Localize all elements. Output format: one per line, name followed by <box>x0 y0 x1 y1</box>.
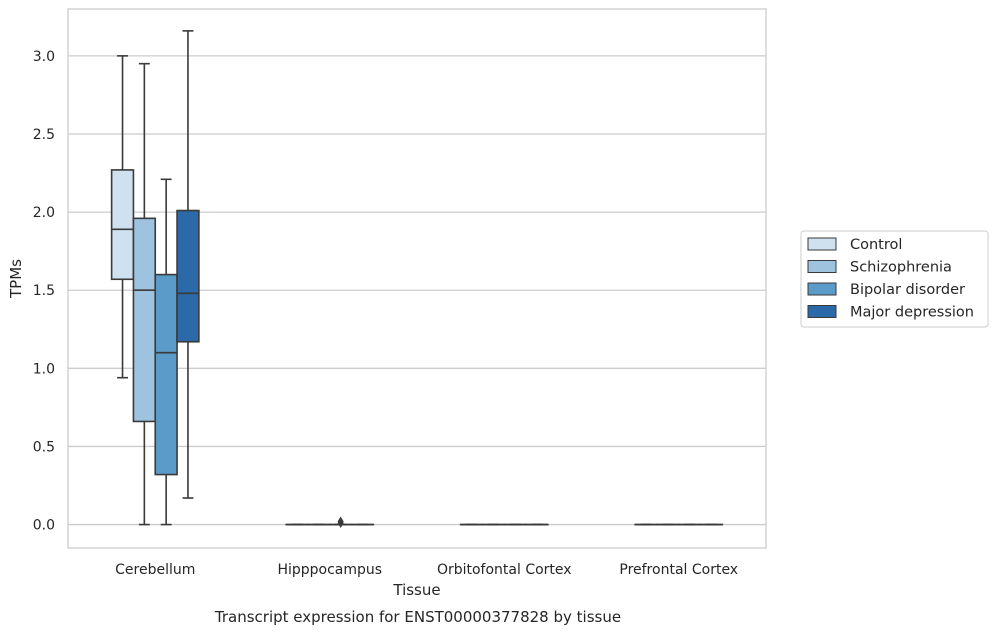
box-major-depression <box>176 30 200 499</box>
legend-swatch <box>807 237 837 251</box>
boxes <box>110 30 724 529</box>
legend: Control Schizophrenia Bipolar disorder Majo… <box>800 230 989 328</box>
iqr-box <box>176 209 200 343</box>
box-bipolar-disorder <box>154 178 178 526</box>
x-axis-ticks: Cerebellum Hipppocampus Orbitofontal Corte… <box>115 562 738 578</box>
legend-label: Schizophrenia <box>850 260 952 276</box>
iqr-box <box>132 217 157 423</box>
legend-swatch <box>807 305 837 318</box>
box-control <box>110 55 135 379</box>
y-tick-label: 3.0 <box>33 49 55 65</box>
x-tick-label: Hipppocampus <box>277 562 382 578</box>
iqr-box <box>110 169 135 281</box>
legend-label: Major depression <box>850 305 974 321</box>
y-axis-label: TPMs <box>7 259 25 299</box>
y-axis-ticks: 0.0 0.5 1.0 1.5 2.0 2.5 3.0 <box>33 49 55 534</box>
x-axis-label: Tissue <box>392 581 440 599</box>
y-tick-label: 1.5 <box>33 283 55 299</box>
legend-swatch <box>807 260 837 273</box>
y-tick-label: 1.0 <box>33 361 55 377</box>
box-schizophrenia <box>132 62 157 526</box>
y-tick-label: 0.5 <box>33 439 55 455</box>
y-tick-label: 2.0 <box>33 205 55 221</box>
plot-frame <box>67 8 767 549</box>
legend-frame <box>800 230 989 328</box>
legend-label: Bipolar disorder <box>850 282 965 298</box>
x-tick-label: Cerebellum <box>115 562 195 578</box>
y-tick-label: 0.0 <box>33 518 55 534</box>
iqr-box <box>154 273 178 476</box>
y-tick-label: 2.5 <box>33 127 55 143</box>
outlier-point <box>337 516 344 527</box>
legend-swatch <box>807 282 837 296</box>
chart-caption: Transcript expression for ENST0000037782… <box>214 608 621 626</box>
x-tick-label: Orbitofontal Cortex <box>437 562 572 578</box>
legend-label: Control <box>850 237 902 253</box>
box-bipolar-disorder <box>328 516 353 529</box>
x-tick-label: Prefrontal Cortex <box>619 562 738 578</box>
